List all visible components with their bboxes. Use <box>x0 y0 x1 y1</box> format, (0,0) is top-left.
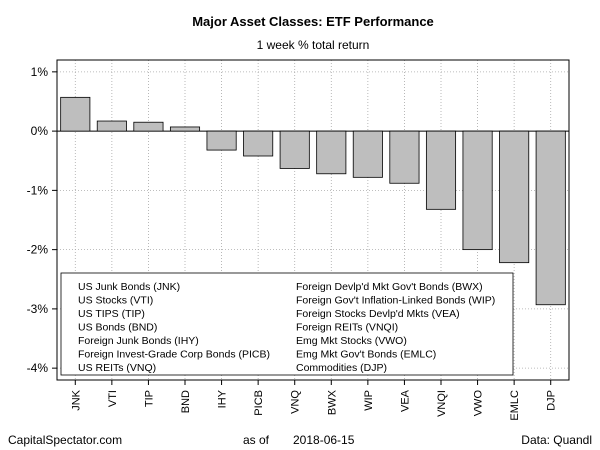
x-tick-label: IHY <box>217 389 229 408</box>
bar <box>133 121 164 132</box>
chart-title: Major Asset Classes: ETF Performance <box>192 14 434 29</box>
x-tick-label: TIP <box>143 390 155 407</box>
legend-entry: Commodities (DJP) <box>296 362 387 374</box>
chart-subtitle: 1 week % total return <box>257 38 370 52</box>
x-tick-label: VNQ <box>290 390 302 414</box>
y-tick-label: 0% <box>31 124 49 138</box>
legend-entry: Foreign Gov't Inflation-Linked Bonds (WI… <box>296 295 495 307</box>
y-tick-label: -4% <box>27 361 49 375</box>
bar <box>279 130 310 169</box>
x-tick-label: VEA <box>399 389 411 412</box>
legend-entry: Foreign Devlp'd Mkt Gov't Bonds (BWX) <box>296 281 483 293</box>
data-credit: Data: Quandl <box>521 433 592 447</box>
legend-box <box>60 272 514 376</box>
x-tick-label: WIP <box>363 390 375 411</box>
y-axis: 1% 0% -1% -2% -3% -4% <box>27 65 57 375</box>
bar <box>389 130 420 184</box>
legend: US Junk Bonds (JNK) US Stocks (VTI)US TIP… <box>60 272 514 376</box>
x-tick-label: BWX <box>326 389 338 415</box>
y-tick-label: -3% <box>27 302 49 316</box>
y-tick-label: -1% <box>27 183 49 197</box>
legend-entry: US REITs (VNQ) <box>78 362 156 374</box>
x-tick-label: VTI <box>107 390 119 407</box>
bar <box>60 96 91 132</box>
bar <box>499 130 530 264</box>
legend-entry: Foreign REITs (VNQI) <box>296 322 398 334</box>
y-tick-label: 1% <box>31 65 49 79</box>
as-of-label: as of <box>243 433 270 447</box>
legend-entry: US Stocks (VTI) <box>78 295 153 307</box>
x-tick-label: VWO <box>473 390 485 417</box>
bar <box>96 120 127 132</box>
legend-entry: Foreign Invest-Grade Corp Bonds (PICB) <box>78 349 270 361</box>
legend-entry: US TIPS (TIP) <box>78 308 145 320</box>
legend-entry: US Junk Bonds (JNK) <box>78 281 180 293</box>
x-tick-label: PICB <box>253 390 265 416</box>
y-tick-label: -2% <box>27 243 49 257</box>
plot-frame <box>56 59 570 381</box>
bar <box>462 130 493 251</box>
legend-entry: Emg Mkt Gov't Bonds (EMLC) <box>296 349 436 361</box>
legend-entry: Foreign Stocks Devlp'd Mkts (VEA) <box>296 308 460 320</box>
x-tick-label: VNQI <box>436 390 448 417</box>
bar <box>169 126 201 132</box>
bar <box>425 130 457 210</box>
x-tick-label: JNK <box>70 389 82 410</box>
bar <box>316 130 347 175</box>
bar <box>352 130 383 178</box>
legend-entry: Foreign Junk Bonds (IHY) <box>78 335 199 347</box>
bars <box>60 96 566 306</box>
legend-left-column: US Junk Bonds (JNK) US Stocks (VTI)US TIP… <box>78 281 270 374</box>
x-tick-label: DJP <box>546 390 558 411</box>
x-axis: JNK VTI TIP BND IHY PICB VNQ BWX WIP VEA VNQI VWO EM… <box>70 380 558 421</box>
bar <box>206 130 237 151</box>
as-of-date: 2018-06-15 <box>293 433 355 447</box>
legend-entry: US Bonds (BND) <box>78 322 157 334</box>
x-tick-label: BND <box>180 390 192 413</box>
x-tick-label: EMLC <box>509 390 521 421</box>
bar <box>243 130 274 157</box>
legend-right-column: Foreign Devlp'd Mkt Gov't Bonds (BWX) For… <box>296 281 495 374</box>
bar <box>535 130 566 306</box>
legend-entry: Emg Mkt Stocks (VWO) <box>296 335 407 347</box>
source-site: CapitalSpectator.com <box>8 433 122 447</box>
